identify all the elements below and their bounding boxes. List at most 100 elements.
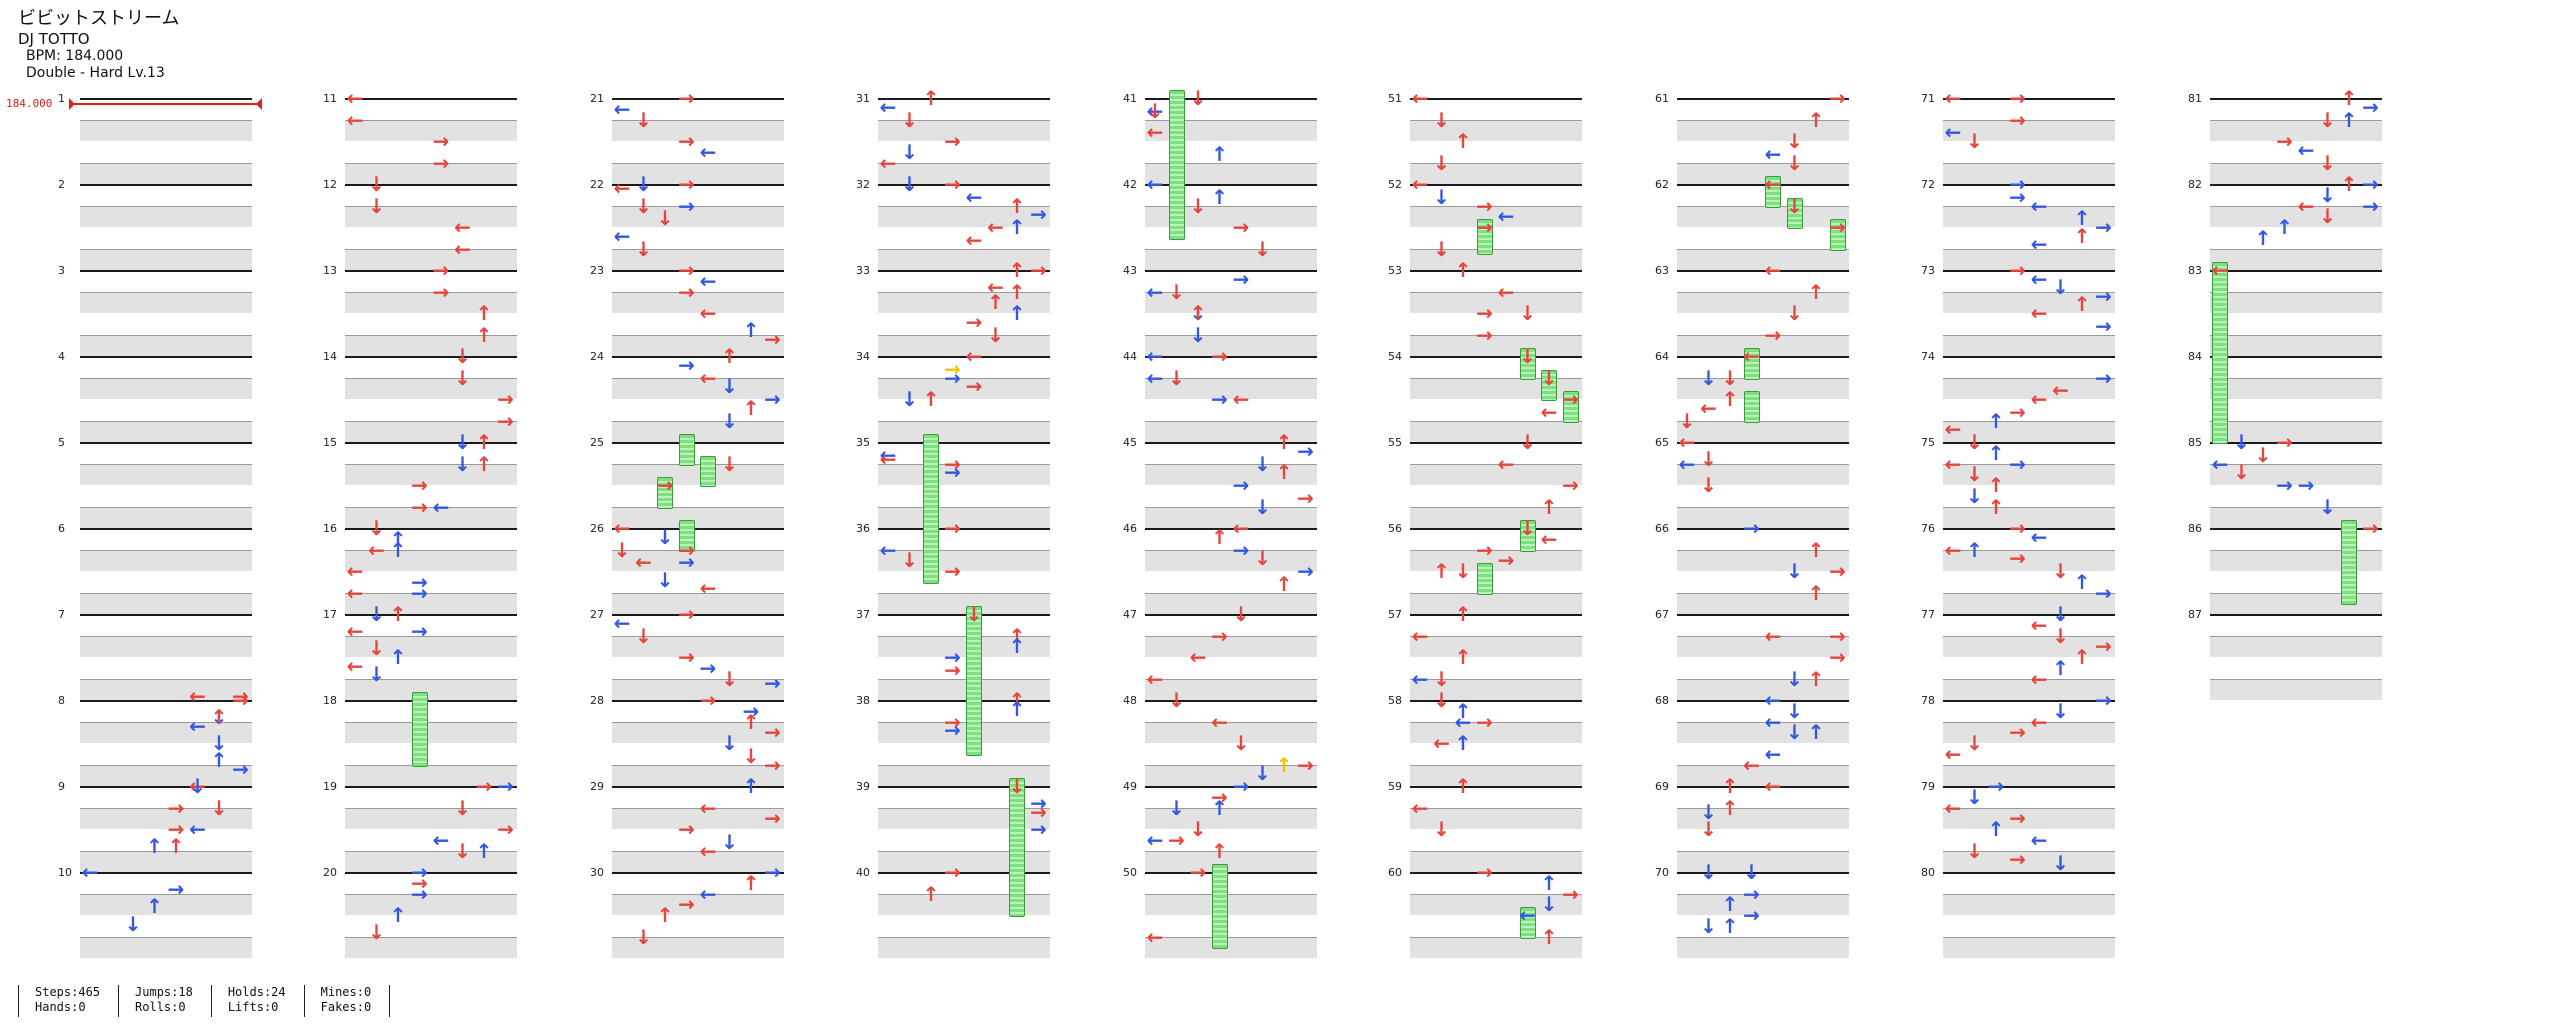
- step-arrow-icon: →: [2362, 172, 2379, 196]
- step-arrow-icon: ↑: [1189, 301, 1207, 325]
- measure-number: 60: [1388, 866, 1402, 879]
- step-arrow-icon: →: [678, 817, 695, 841]
- beat-band: [1943, 119, 2115, 141]
- step-arrow-icon: ↓: [1519, 516, 1536, 540]
- measure: 13: [323, 264, 517, 356]
- step-arrow-icon: →: [1232, 537, 1250, 562]
- measure-number: 15: [323, 436, 337, 449]
- step-arrow-icon: ↑: [1008, 623, 1026, 648]
- beat-band: [1410, 506, 1582, 528]
- step-arrow-icon: ↑: [2340, 86, 2358, 110]
- chart-column: 31 32 33 34 35 36 37 38 39 40 ↑ ← ↓ → ↓ ← ↓ → ← ↑ → ↑ ← ← → ↑ ← ↑ ↑ ↑…: [856, 88, 1050, 958]
- beat-band: [878, 463, 1050, 485]
- step-arrow-icon: ←: [1944, 86, 1962, 110]
- measure-number: 80: [1921, 866, 1935, 879]
- step-arrow-icon: ←: [2030, 666, 2048, 691]
- step-arrow-icon: ↓: [1189, 86, 1207, 110]
- step-arrow-icon: ←: [699, 881, 717, 906]
- measure: 83: [2188, 264, 2382, 356]
- chart-column: 51 52 53 54 55 56 57 58 59 60 ← ↓ ↑ ↓ ← ↓ → ← → ↓ ↑ ← → ↓ → ↓ ↓ → ← ↓…: [1388, 88, 1582, 958]
- beat-band: [345, 119, 517, 141]
- step-arrow-icon: ↓: [1168, 279, 1185, 304]
- measure-number: 84: [2188, 350, 2202, 363]
- beat-band: [1943, 420, 2115, 442]
- step-arrow-icon: ↓: [368, 920, 385, 945]
- step-arrow-icon: ↑: [1454, 731, 1472, 755]
- measure-bar-line: [1410, 442, 1582, 444]
- beat-band: [1943, 549, 2115, 571]
- beat-band: [878, 420, 1050, 442]
- step-arrow-icon: ↑: [922, 387, 940, 411]
- step-arrow-icon: ↓: [1700, 860, 1717, 884]
- measure: 1: [58, 92, 252, 184]
- step-arrow-icon: →: [699, 688, 717, 712]
- step-arrow-icon: ←: [1743, 344, 1760, 368]
- step-arrow-icon: ←: [1678, 430, 1696, 454]
- step-arrow-icon: ↑: [2254, 225, 2272, 250]
- step-arrow-icon: →: [944, 356, 961, 381]
- step-arrow-icon: ↓: [1966, 462, 1983, 487]
- beat-band: [1943, 377, 2115, 399]
- beat-band: [1145, 893, 1317, 915]
- step-arrow-icon: ←: [1433, 731, 1450, 755]
- beat-band: [1410, 549, 1582, 571]
- beat-band: [345, 936, 517, 958]
- measure-number: 79: [1921, 780, 1935, 793]
- beat-band: [1943, 936, 2115, 958]
- stat-fakes: Fakes:0: [320, 1000, 372, 1014]
- step-arrow-icon: ↑: [1721, 387, 1739, 411]
- step-arrow-icon: ←: [1146, 172, 1164, 196]
- step-arrow-icon: ↓: [124, 911, 142, 936]
- step-arrow-icon: →: [497, 774, 514, 798]
- step-arrow-icon: ↑: [1211, 795, 1228, 820]
- measure-number: 5: [58, 436, 65, 449]
- step-arrow-icon: ↓: [1433, 817, 1450, 841]
- step-arrow-icon: ↑: [1540, 494, 1558, 519]
- note-layer: ↓ ← ↓ ← ↑ ← ↑ ↓ → ↓ → ↓ ← ↓ ↑ ↓ ← → ← ↓ → ← ↑ → ↓ ↑ → → ↓ ← ↑ → ↓ → ↑ ↓ → ← ← ↓…: [1145, 88, 1317, 958]
- chart-stats: Steps:465 Hands:0 Jumps:18 Rolls:0 Holds…: [18, 985, 391, 1017]
- step-arrow-icon: ↑: [1987, 494, 2005, 519]
- difficulty-label: Double - Hard Lv.13: [26, 65, 165, 81]
- step-arrow-icon: ←: [699, 139, 717, 164]
- step-arrow-icon: ↓: [901, 172, 918, 196]
- measure-number: 11: [323, 92, 337, 105]
- beat-band: [1943, 850, 2115, 872]
- measure-bar-line: [1410, 270, 1582, 272]
- measure: 7: [58, 608, 252, 700]
- step-arrow-icon: ↑: [2340, 172, 2358, 196]
- beat-band: [80, 893, 252, 915]
- step-arrow-icon: ←: [1764, 774, 1782, 798]
- step-arrow-icon: →: [1232, 266, 1250, 291]
- measure-number: 50: [1123, 866, 1137, 879]
- step-arrow-icon: ↑: [2073, 223, 2091, 248]
- measure-bar-line: [80, 184, 252, 186]
- measure-bar-line: [1145, 528, 1317, 530]
- step-arrow-icon: →: [167, 795, 185, 820]
- beat-band: [345, 592, 517, 614]
- beat-band: [878, 291, 1050, 313]
- measure: 56: [1388, 522, 1582, 614]
- step-arrow-icon: ←: [613, 223, 631, 248]
- measure: 11: [323, 92, 517, 184]
- measure: 21: [590, 92, 784, 184]
- hold-note: [1476, 563, 1493, 595]
- step-arrow-icon: ←: [1146, 279, 1164, 304]
- measure-number: 63: [1655, 264, 1669, 277]
- beat-band: [878, 162, 1050, 184]
- step-arrow-icon: ↑: [167, 834, 185, 859]
- step-arrow-icon: →: [1497, 548, 1515, 573]
- measure-bar-line: [345, 872, 517, 874]
- beat-band: [878, 334, 1050, 356]
- step-arrow-icon: ↑: [742, 709, 760, 734]
- beat-band: [1677, 936, 1849, 958]
- step-arrow-icon: ←: [699, 365, 717, 390]
- beat-band: [1677, 549, 1849, 571]
- beat-band: [612, 162, 784, 184]
- beat-band: [1410, 635, 1582, 657]
- step-arrow-icon: →: [2095, 580, 2112, 605]
- stat-mines: Mines:0: [320, 985, 372, 999]
- beat-band: [612, 377, 784, 399]
- measure-bar-line: [80, 442, 252, 444]
- beat-band: [1943, 463, 2115, 485]
- beat-band: [1410, 377, 1582, 399]
